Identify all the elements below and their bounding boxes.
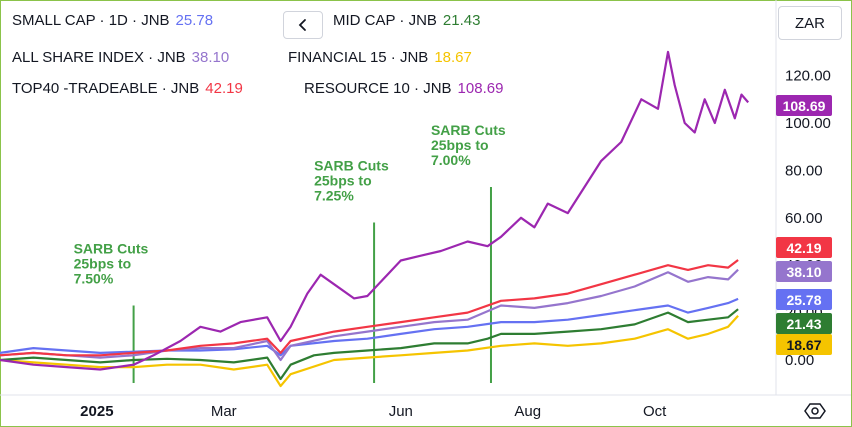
legend-item-all-share[interactable]: ALL SHARE INDEX · JNB 38.10 xyxy=(12,50,229,66)
legend-value: 108.69 xyxy=(457,80,504,97)
x-tick-label: Oct xyxy=(643,403,667,420)
annotation-text: 25bps to xyxy=(74,255,132,271)
x-tick-label: Aug xyxy=(514,403,541,420)
annotation-text: 7.50% xyxy=(74,270,114,286)
legend-label: MID CAP · JNB xyxy=(333,12,437,29)
annotation-text: 7.00% xyxy=(431,152,471,168)
legend-label: FINANCIAL 15 · JNB xyxy=(288,49,429,66)
last-value-badge xyxy=(776,95,832,116)
y-tick-label: 80.00 xyxy=(785,162,823,179)
series-lines xyxy=(0,50,750,388)
annotation-text: 25bps to xyxy=(431,137,489,153)
currency-label: ZAR xyxy=(795,14,825,32)
last-value-label: 18.67 xyxy=(786,337,821,353)
legend-value: 38.10 xyxy=(191,49,230,66)
chart-settings-button[interactable] xyxy=(801,399,829,423)
legend-item-mid-cap[interactable]: MID CAP · JNB 21.43 xyxy=(333,13,480,29)
chevron-left-icon xyxy=(298,19,306,31)
collapse-legend-button[interactable] xyxy=(283,11,323,39)
annotation-text: 25bps to xyxy=(314,173,372,189)
legend-item-top40[interactable]: TOP40 -TRADEABLE · JNB 42.19 xyxy=(12,81,243,97)
legend-label: SMALL CAP · 1D · JNB xyxy=(12,12,170,29)
y-tick-label: 120.00 xyxy=(785,68,831,85)
legend-value: 18.67 xyxy=(434,49,472,66)
legend-value: 21.43 xyxy=(442,12,481,29)
legend-item-small-cap[interactable]: SMALL CAP · 1D · JNB 25.78 xyxy=(12,13,213,29)
annotation-text: SARB Cuts xyxy=(431,122,506,138)
y-tick-label: 60.00 xyxy=(785,210,823,227)
last-value-label: 25.78 xyxy=(786,292,821,308)
legend-value: 42.19 xyxy=(205,80,243,97)
y-tick-label: 0.00 xyxy=(785,352,814,369)
series-line xyxy=(0,268,739,362)
series-line xyxy=(0,315,739,388)
settings-icon xyxy=(804,403,826,419)
annotation-text: SARB Cuts xyxy=(74,240,149,256)
legend-item-resource-10[interactable]: RESOURCE 10 · JNB 108.69 xyxy=(304,81,503,97)
last-value-badges: 108.69 42.19 38.10 25.78 21.43 18.67 xyxy=(776,95,832,355)
last-value-label: 21.43 xyxy=(786,316,821,332)
x-tick-label: 2025 xyxy=(80,403,113,420)
legend-label: TOP40 -TRADEABLE · JNB xyxy=(12,80,200,97)
legend-item-financial-15[interactable]: FINANCIAL 15 · JNB 18.67 xyxy=(288,50,472,66)
series-line xyxy=(0,50,750,371)
last-value-badge xyxy=(776,289,832,310)
series-line xyxy=(0,308,739,381)
annotation-text: SARB Cuts xyxy=(314,158,389,174)
last-value-badge xyxy=(776,237,832,258)
y-tick-label: 100.00 xyxy=(785,115,831,132)
x-axis: 2025 Mar Jun Aug Oct xyxy=(80,403,667,420)
series-line xyxy=(0,259,739,357)
last-value-label: 108.69 xyxy=(783,98,826,114)
annotation-text: 7.25% xyxy=(314,188,354,204)
legend-label: RESOURCE 10 · JNB xyxy=(304,80,452,97)
x-tick-label: Mar xyxy=(211,403,237,420)
last-value-badge xyxy=(776,261,832,282)
last-value-label: 42.19 xyxy=(786,240,821,256)
currency-select[interactable]: ZAR xyxy=(778,6,842,40)
last-value-label: 38.10 xyxy=(786,264,821,280)
legend-label: ALL SHARE INDEX · JNB xyxy=(12,49,186,66)
x-tick-label: Jun xyxy=(389,403,413,420)
last-value-badge xyxy=(776,313,832,334)
legend-value: 25.78 xyxy=(175,12,214,29)
last-value-badge xyxy=(776,334,832,355)
